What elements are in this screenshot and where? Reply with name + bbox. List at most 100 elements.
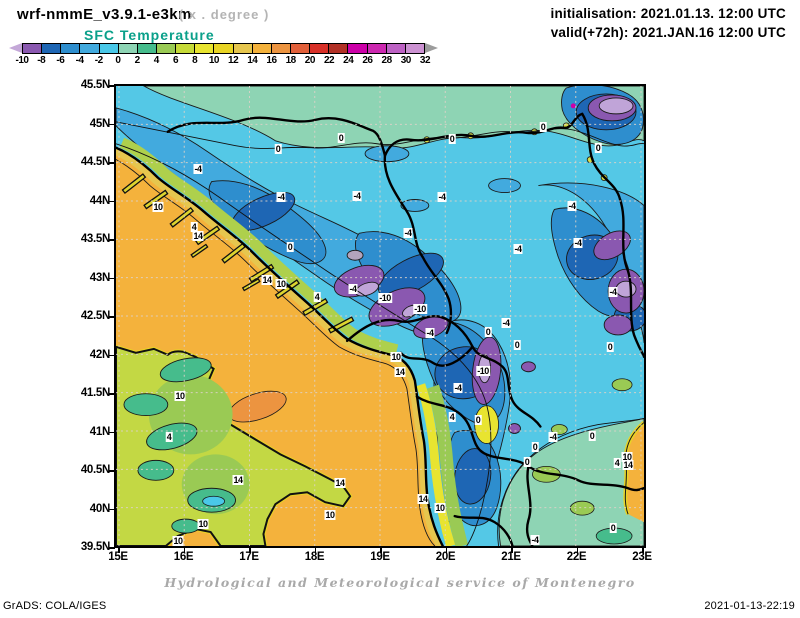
contour-value-label: 0 (513, 340, 521, 350)
lat-axis-label: 43.5N (80, 233, 110, 245)
colorbar-segment (252, 44, 272, 53)
contour-value-label: 10 (621, 452, 633, 462)
colorbar-tick-label: 22 (323, 55, 335, 66)
contour-value-label: 10 (174, 391, 186, 401)
colorbar-segment (42, 44, 62, 53)
valid-time: valid(+72h): 2021.JAN.16 12:00 UTC (550, 25, 786, 40)
initialisation-time: initialisation: 2021.01.13. 12:00 UTC (550, 6, 786, 21)
colorbar-segment (176, 44, 196, 53)
contour-value-label: -4 (425, 328, 435, 338)
lon-tick (445, 547, 447, 553)
contour-value-label: -4 (193, 164, 203, 174)
model-title: wrf-nmmE_v3.9.1-e3km( x . degree ) (17, 6, 269, 23)
colorbar-segment (271, 44, 291, 53)
lat-tick (109, 239, 115, 241)
contour-value-label: 0 (337, 133, 345, 143)
lon-tick (249, 547, 251, 553)
lat-axis-label: 42N (89, 348, 111, 361)
temperature-shading-map (116, 86, 644, 546)
colorbar-tick-label: 18 (285, 55, 297, 66)
map-canvas (114, 84, 646, 548)
contour-value-label: 4 (613, 458, 621, 468)
contour-value-label: 10 (324, 510, 336, 520)
lon-axis-label: 18E (304, 551, 325, 563)
colorbar-tick-label: 4 (153, 55, 160, 66)
colorbar-segment (80, 44, 100, 53)
colorbar-tick-label: 20 (304, 55, 316, 66)
contour-value-label: -4 (403, 228, 413, 238)
colorbar-tick-label: 2 (134, 55, 141, 66)
colorbar-segment (99, 44, 119, 53)
contour-value-label: 0 (474, 415, 482, 425)
colorbar-tick-label: 0 (115, 55, 121, 66)
model-title-units: ( x . degree ) (178, 7, 270, 22)
colorbar-tick-label: -8 (37, 55, 46, 66)
lat-axis-label: 44N (89, 194, 111, 207)
contour-value-label: 14 (622, 460, 634, 470)
contour-value-label: 0 (606, 342, 614, 352)
colorbar-right-arrow (425, 43, 438, 53)
colorbar-segment (405, 44, 424, 53)
lat-tick (109, 123, 115, 125)
contour-value-label: 0 (531, 442, 539, 452)
contour-value-label: 14 (232, 475, 244, 485)
creation-timestamp: 2021-01-13-22:19 (704, 600, 795, 612)
lon-axis-label: 20E (435, 551, 456, 563)
lat-tick (109, 508, 115, 510)
contour-value-label: 4 (448, 412, 456, 422)
colorbar-segment (137, 44, 157, 53)
contour-value-label: 10 (390, 352, 402, 362)
colorbar-tick-label: 8 (192, 55, 198, 66)
contour-value-label: -4 (437, 192, 447, 202)
colorbar-segment (290, 44, 311, 53)
contour-value-label: -4 (530, 535, 540, 545)
colorbar-left-arrow (9, 43, 22, 53)
contour-value-label: -4 (548, 432, 558, 442)
colorbar-tick-label: -2 (94, 55, 103, 66)
contour-value-label: 4 (190, 222, 198, 232)
contour-value-label: -4 (276, 192, 286, 202)
lat-axis-label: 42.5N (80, 310, 110, 322)
colorbar-segment (61, 44, 81, 53)
contour-value-label: 0 (523, 457, 531, 467)
contour-value-label: 4 (165, 432, 173, 442)
lon-tick (380, 547, 382, 553)
contour-value-label: 10 (172, 536, 184, 546)
contour-value-label: -4 (348, 284, 358, 294)
lon-tick (183, 547, 185, 553)
contour-value-label: 14 (261, 275, 273, 285)
contour-value-label: -4 (567, 201, 577, 211)
colorbar-tick-label: -6 (56, 55, 65, 66)
lon-axis-label: 19E (370, 551, 390, 563)
product-label: SFC Temperature (84, 27, 215, 43)
lon-tick (314, 547, 316, 553)
colorbar-segment (23, 44, 43, 53)
colorbar-segment (310, 44, 330, 53)
contour-value-label: 0 (484, 327, 492, 337)
lat-tick (109, 316, 115, 318)
contour-value-label: -10 (476, 366, 490, 376)
contour-value-label: 4 (313, 292, 321, 302)
colorbar-segment (348, 44, 368, 53)
colorbar-segment (367, 44, 387, 53)
colorbar-segment (233, 44, 253, 53)
contour-value-label: 14 (192, 231, 204, 241)
contour-value-label: 14 (394, 367, 406, 377)
contour-value-label: -4 (501, 318, 511, 328)
colorbar-segment (214, 44, 234, 53)
colorbar-segment (386, 44, 406, 53)
colorbar-tick-label: 26 (362, 55, 373, 66)
lat-tick (109, 277, 115, 279)
lat-axis-label: 41.5N (80, 387, 110, 399)
contour-value-label: 14 (417, 494, 429, 504)
colorbar-tick-label: -10 (15, 55, 29, 66)
lat-tick (109, 162, 115, 164)
lat-tick (109, 85, 115, 87)
colorbar-tick-label: 16 (266, 55, 277, 66)
contour-value-label: 10 (197, 519, 209, 529)
contour-value-label: -4 (573, 238, 583, 248)
contour-value-label: 0 (539, 122, 547, 132)
lat-tick (109, 547, 115, 549)
contour-value-label: 10 (152, 202, 164, 212)
